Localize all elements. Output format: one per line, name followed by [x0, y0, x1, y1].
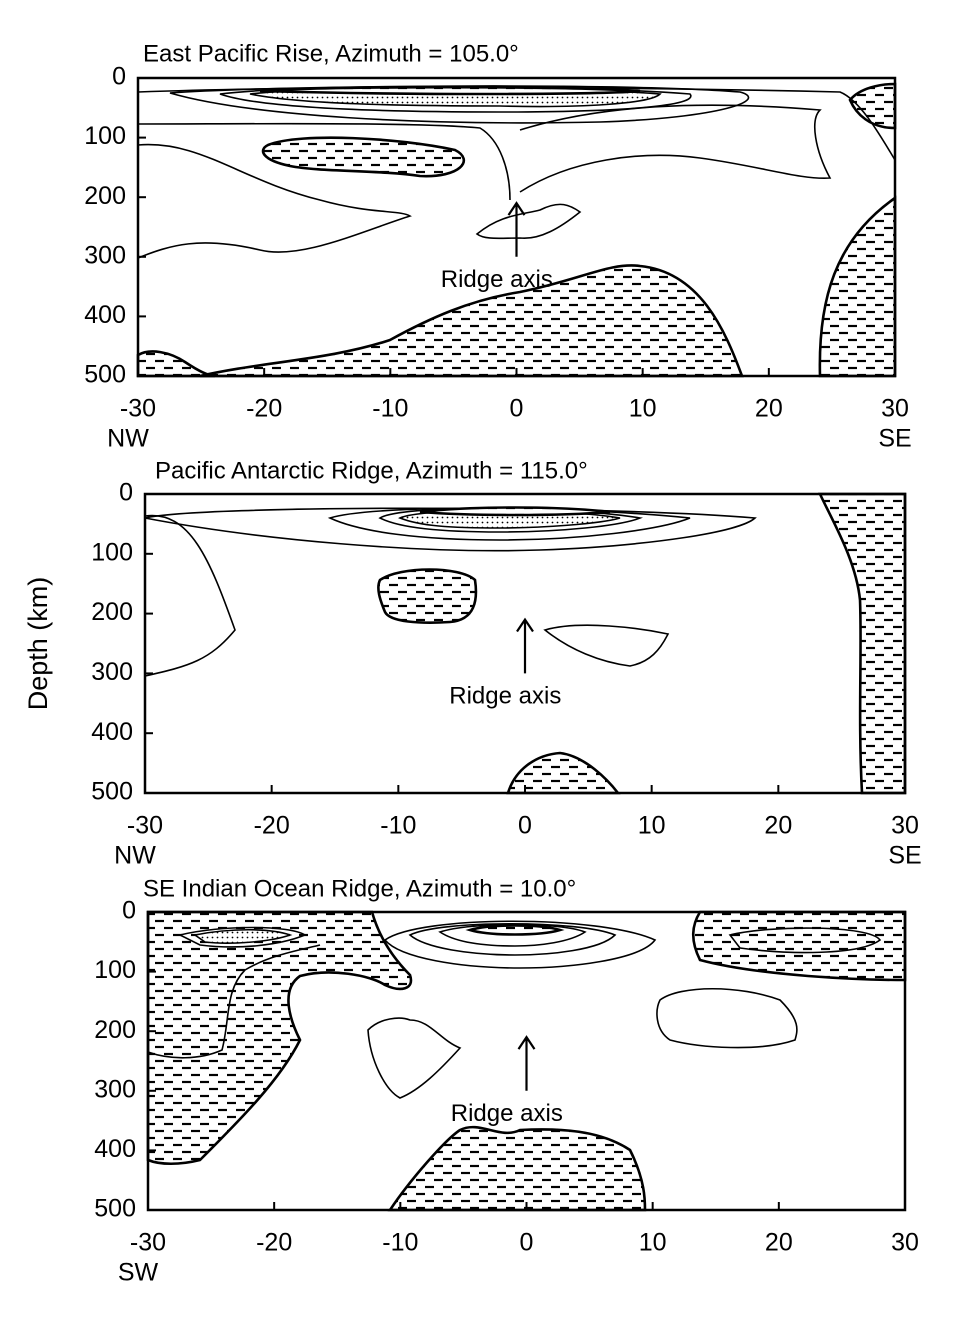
annotation: Ridge axis [449, 683, 561, 710]
x-tick-label: -10 [382, 1229, 418, 1257]
x-tick-label: 30 [881, 395, 909, 423]
x-tick-label: 10 [629, 395, 657, 423]
x-tick-label: -30 [120, 395, 156, 423]
x-tick-label: 20 [765, 1229, 793, 1257]
contours [144, 492, 907, 795]
y-tick-label: 300 [91, 658, 133, 686]
x-direction-label: NW [107, 425, 149, 453]
x-tick-label: -20 [256, 1229, 292, 1257]
x-direction-label: SE [888, 842, 921, 870]
x-tick-label: 20 [755, 395, 783, 423]
annotation: Ridge axis [441, 266, 553, 293]
x-tick-label: -20 [246, 395, 282, 423]
x-tick-label: -10 [372, 395, 408, 423]
x-direction-label: SE [878, 425, 911, 453]
x-tick-label: -20 [254, 812, 290, 840]
y-tick-label: 100 [91, 538, 133, 566]
y-tick-label: 300 [94, 1075, 136, 1103]
y-tick-label: 300 [84, 241, 126, 269]
y-tick-label: 400 [91, 718, 133, 746]
y-tick-label: 0 [122, 897, 136, 925]
panel-title: SE Indian Ocean Ridge, Azimuth = 10.0° [143, 875, 576, 902]
x-tick-label: 30 [891, 812, 919, 840]
x-tick-label: -30 [127, 812, 163, 840]
y-tick-label: 200 [84, 182, 126, 210]
annotation-arrow [517, 1035, 536, 1091]
y-tick-label: 400 [94, 1135, 136, 1163]
x-tick-label: 0 [520, 1229, 534, 1257]
y-tick-label: 500 [84, 361, 126, 389]
y-tick-label: 400 [84, 301, 126, 329]
x-tick-label: 0 [510, 395, 524, 423]
y-tick-label: 0 [119, 479, 133, 507]
panel-title: Pacific Antarctic Ridge, Azimuth = 115.0… [155, 457, 588, 484]
annotation-arrow [507, 201, 526, 257]
y-tick-label: 0 [112, 63, 126, 91]
y-tick-label: 100 [84, 122, 126, 150]
panel-title: East Pacific Rise, Azimuth = 105.0° [143, 40, 519, 67]
x-direction-label: NW [114, 842, 156, 870]
x-tick-label: 10 [638, 812, 666, 840]
x-tick-label: -30 [130, 1229, 166, 1257]
y-tick-label: 100 [94, 956, 136, 984]
annotation: Ridge axis [451, 1100, 563, 1127]
annotation-arrow [516, 617, 534, 674]
x-tick-label: 30 [891, 1229, 919, 1257]
y-tick-label: 200 [94, 1016, 136, 1044]
y-tick-label: 200 [91, 598, 133, 626]
x-tick-label: 0 [518, 812, 532, 840]
y-tick-label: 500 [91, 778, 133, 806]
x-tick-label: 10 [639, 1229, 667, 1257]
y-axis-label: Depth (km) [23, 577, 53, 711]
contours [146, 910, 907, 1212]
y-tick-label: 500 [94, 1195, 136, 1223]
x-tick-label: -10 [380, 812, 416, 840]
contours [136, 82, 897, 378]
x-tick-label: 20 [764, 812, 792, 840]
x-direction-label: SW [118, 1259, 159, 1287]
